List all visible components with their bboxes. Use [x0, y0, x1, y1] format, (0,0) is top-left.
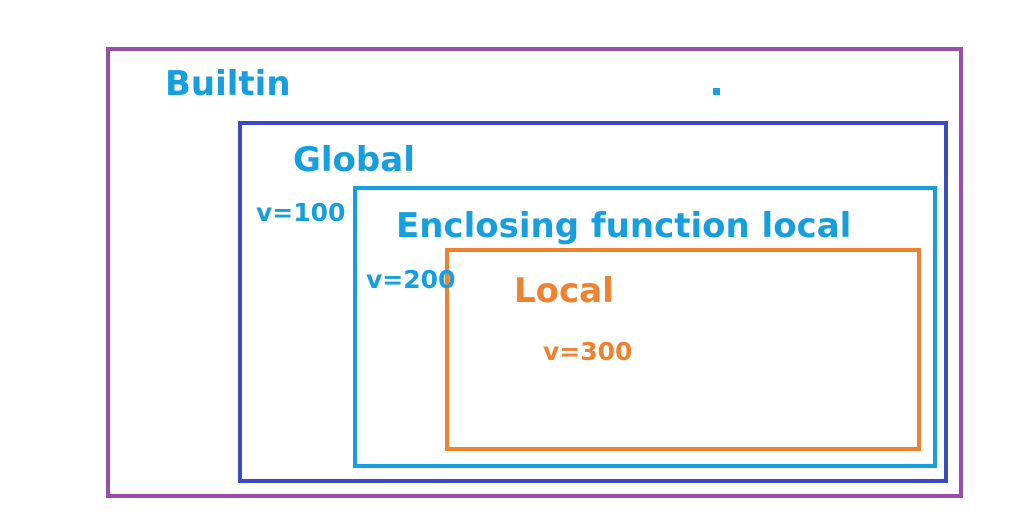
local-scope-title: Local: [514, 271, 614, 311]
builtin-scope-box: [106, 47, 963, 498]
enclosing-scope-title: Enclosing function local: [396, 206, 852, 246]
global-scope-box: [238, 121, 948, 483]
builtin-scope-title: Builtin: [165, 64, 291, 104]
enclosing-variable-value: v=200: [366, 265, 456, 294]
decorative-dot: [713, 88, 720, 95]
global-scope-title: Global: [293, 140, 415, 180]
enclosing-scope-box: [353, 186, 937, 468]
global-variable-value: v=100: [256, 198, 346, 227]
local-scope-box: [445, 248, 921, 451]
local-variable-value: v=300: [543, 337, 633, 366]
